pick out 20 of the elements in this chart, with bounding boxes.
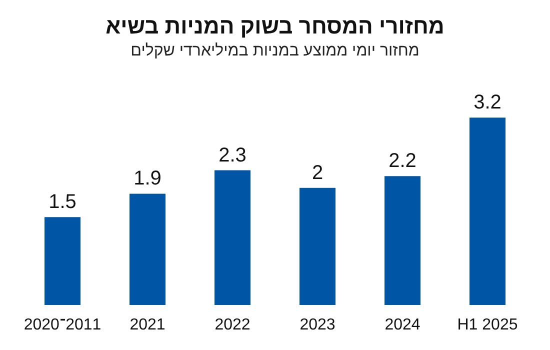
bar	[214, 170, 250, 305]
data-label: 2.3	[218, 144, 246, 166]
x-tick-label: 2020־2011	[24, 316, 102, 334]
data-label: 1.5	[48, 191, 76, 214]
x-tick-label: H1 2025	[457, 316, 518, 334]
bar	[470, 118, 506, 305]
x-tick-label: 2022	[214, 316, 250, 334]
chart-subtitle: מחזור יומי ממוצע במניות במיליארדי שקלים	[130, 42, 420, 60]
data-label: 3.2	[474, 92, 502, 114]
x-tick-label: 2021	[130, 316, 166, 334]
bar	[300, 188, 336, 305]
chart-title: מחזורי המסחר בשוק המניות בשיא	[106, 14, 444, 38]
bar	[44, 217, 80, 305]
bar	[130, 194, 166, 305]
x-tick-label: 2024	[384, 316, 420, 334]
bar	[384, 176, 420, 305]
data-label: 1.9	[134, 168, 162, 190]
x-tick-label: 2023	[300, 316, 336, 334]
data-label: 2.2	[388, 150, 416, 172]
data-label: 2	[312, 162, 324, 184]
